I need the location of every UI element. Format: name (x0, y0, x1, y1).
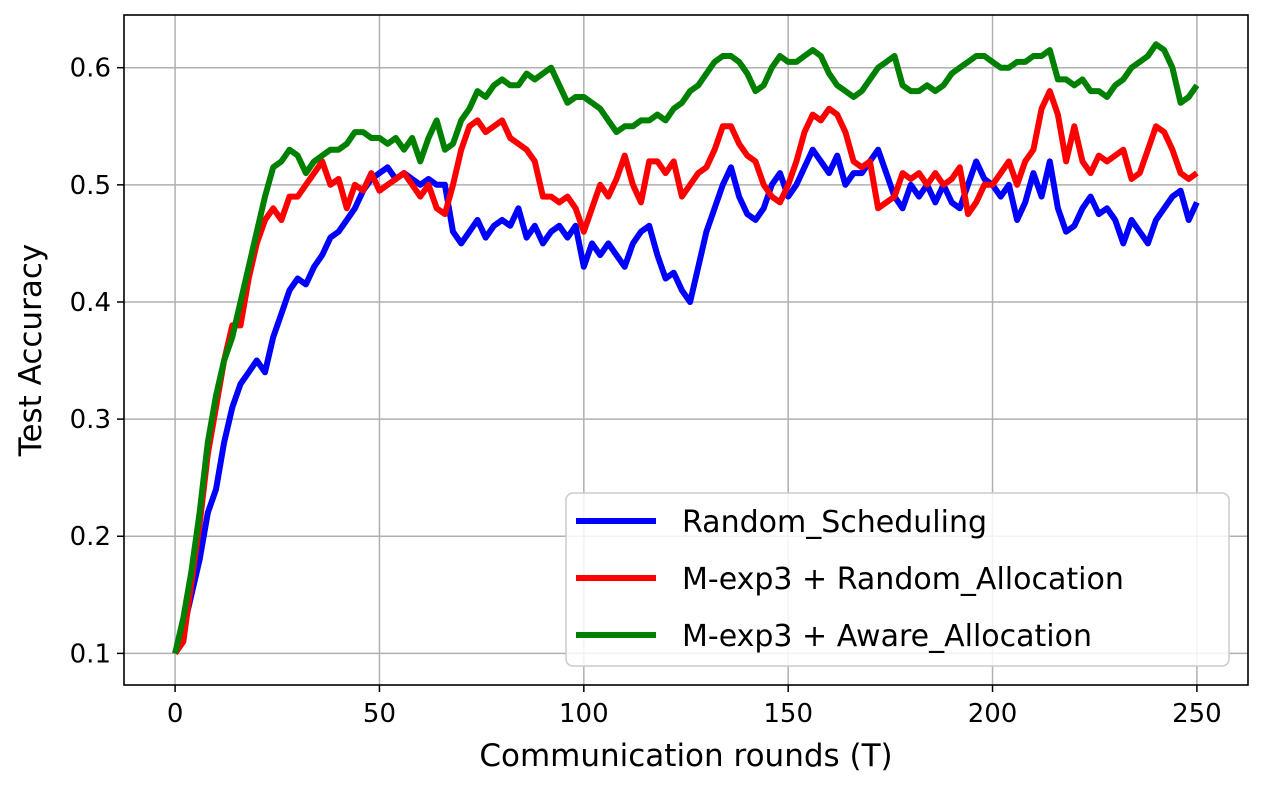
legend-label: M-exp3 + Aware_Allocation (682, 619, 1092, 654)
y-tick-label: 0.1 (70, 639, 111, 669)
series-line-m-exp3-random-allocation (172, 88, 1199, 656)
legend-item: M-exp3 + Aware_Allocation (576, 619, 1092, 654)
legend-box (565, 492, 1230, 667)
series-line-random-scheduling (172, 146, 1200, 655)
grid (124, 15, 1248, 685)
legend: Random_Scheduling M-exp3 + Random_Allocat… (565, 492, 1230, 667)
y-tick-label: 0.6 (70, 54, 111, 84)
x-tick-label: 150 (763, 699, 813, 729)
series-group (172, 41, 1200, 656)
y-axis-label: Test Accuracy (13, 244, 49, 457)
y-tick-label: 0.2 (70, 522, 111, 552)
y-tick-label: 0.4 (70, 288, 111, 318)
legend-label: M-exp3 + Random_Allocation (682, 562, 1124, 597)
legend-item: M-exp3 + Random_Allocation (576, 562, 1124, 597)
legend-item: Random_Scheduling (576, 505, 987, 540)
x-tick-label: 50 (363, 699, 396, 729)
x-tick-label: 250 (1172, 699, 1222, 729)
series-line-m-exp3-aware-allocation (172, 41, 1200, 655)
y-tick-label: 0.5 (70, 171, 111, 201)
x-tick-label: 200 (968, 699, 1018, 729)
plot-frame (123, 14, 1249, 686)
x-tick-label: 100 (559, 699, 609, 729)
axis-ticks: 0 50 100 150 200 250 0.1 0.2 0.3 0.4 0.5 0.6 (70, 54, 1222, 729)
y-tick-label: 0.3 (70, 405, 111, 435)
x-tick-label: 0 (167, 699, 184, 729)
x-axis-label: Communication rounds (T) (479, 738, 892, 774)
legend-label: Random_Scheduling (682, 505, 987, 540)
